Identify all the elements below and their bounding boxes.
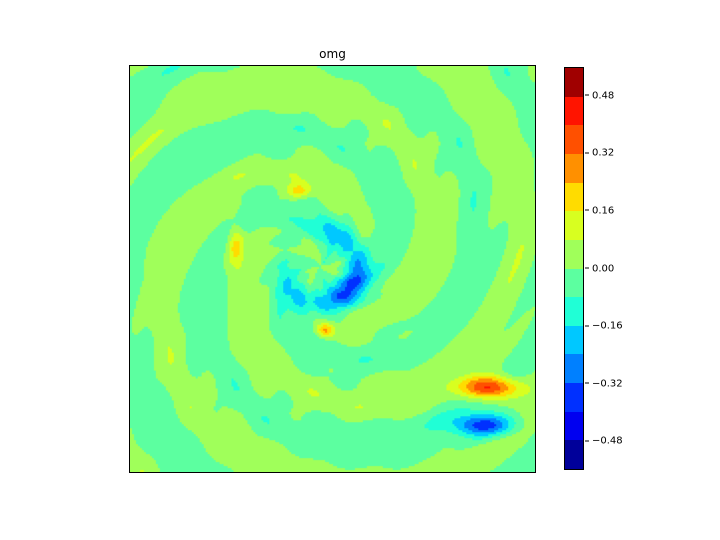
- colorbar-band: [565, 268, 583, 298]
- colorbar-band: [565, 182, 583, 212]
- colorbar-tick-label: −0.48: [585, 436, 623, 447]
- colorbar-tick-label: −0.16: [585, 321, 623, 332]
- colorbar-tick-label: −0.32: [585, 378, 623, 389]
- colorbar: [564, 67, 584, 470]
- colorbar-band: [565, 153, 583, 183]
- colorbar-tick-label: 0.48: [585, 90, 614, 101]
- colorbar-tick-label: 0.00: [585, 263, 614, 274]
- colorbar-band: [565, 354, 583, 384]
- colorbar-band: [565, 383, 583, 412]
- colorbar-band: [565, 440, 583, 469]
- colorbar-band: [565, 297, 583, 326]
- colorbar-band: [565, 125, 583, 154]
- colorbar-band: [565, 325, 583, 355]
- colorbar-band: [565, 96, 583, 126]
- colorbar-tick-label: 0.16: [585, 205, 614, 216]
- colorbar-band: [565, 411, 583, 441]
- colorbar-band: [565, 68, 583, 97]
- contour-plot-area: [129, 65, 536, 473]
- colorbar-band: [565, 239, 583, 269]
- chart-title: omg: [319, 47, 346, 61]
- colorbar-band: [565, 211, 583, 240]
- colorbar-tick-label: 0.32: [585, 148, 614, 159]
